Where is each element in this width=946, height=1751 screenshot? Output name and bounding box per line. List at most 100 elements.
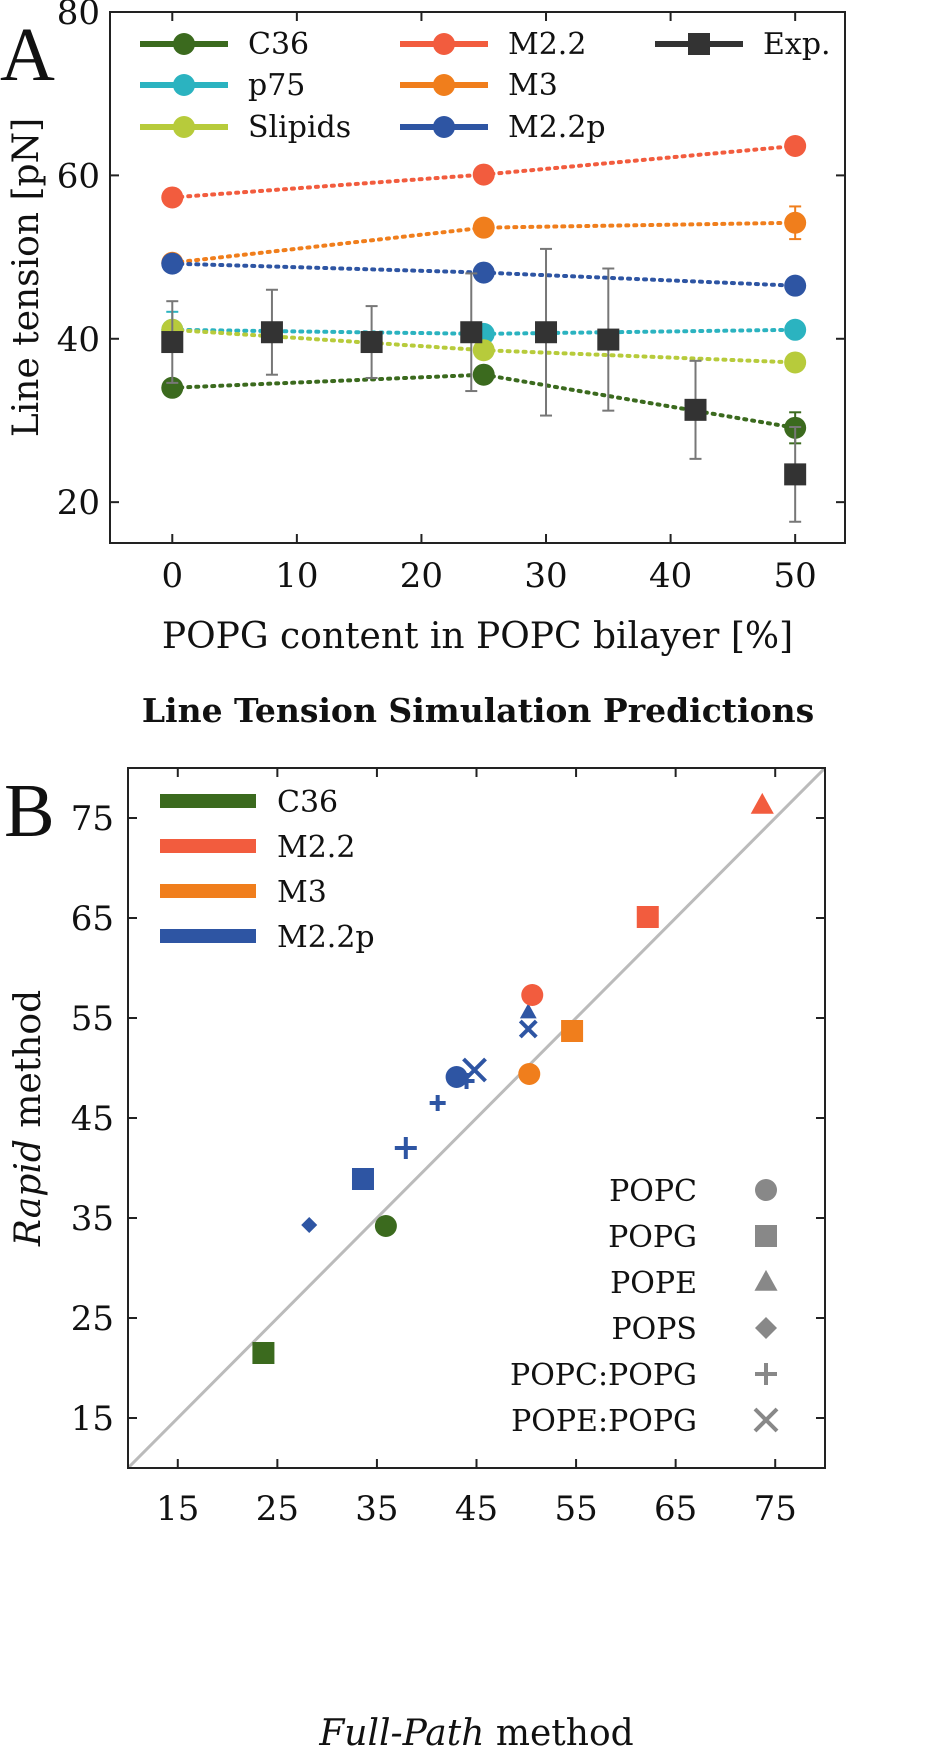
series-m2-2 xyxy=(161,134,807,209)
legend-label: POPC:POPG xyxy=(510,1358,697,1393)
data-point xyxy=(684,398,707,421)
color-legend-entry-m3: M3 xyxy=(160,875,327,910)
data-point-triangle xyxy=(750,792,774,814)
legend-label: POPS xyxy=(611,1312,697,1347)
y-tick-label: 15 xyxy=(71,1399,114,1439)
legend-entry-exp: Exp. xyxy=(655,27,831,62)
legend-swatch xyxy=(160,884,256,898)
legend-label: C36 xyxy=(277,785,338,820)
identity-diagonal xyxy=(128,768,825,1468)
legend-swatch xyxy=(160,839,256,853)
data-point xyxy=(472,363,495,386)
legend-swatch xyxy=(160,794,256,808)
y-axis-label: Line tension [pN] xyxy=(6,118,47,437)
data-point-square xyxy=(636,906,659,928)
x-tick-label: 45 xyxy=(455,1489,498,1529)
data-point xyxy=(260,321,283,344)
x-axis-label: Full-Path method xyxy=(318,1713,633,1751)
marker-legend-entry-popc-popg: POPC:POPG xyxy=(510,1358,777,1393)
x-tick-label: 10 xyxy=(275,556,318,596)
data-point xyxy=(784,274,807,297)
data-point-square xyxy=(561,1020,584,1042)
legend-label: M2.2p xyxy=(508,110,606,145)
chart-title: Line Tension Simulation Predictions xyxy=(142,691,814,730)
panel-a-line-chart: 0 10 20 30 40 50 20 40 60 80 POPG content in POPC … xyxy=(6,0,846,657)
marker-legend-entry-pops: POPS xyxy=(611,1312,777,1347)
y-axis-label-italic: Rapid xyxy=(8,1139,49,1247)
data-point xyxy=(472,163,495,186)
legend-entry-p75: p75 xyxy=(140,68,305,103)
y-tick-label: 75 xyxy=(71,799,114,839)
plot-frame xyxy=(109,11,846,544)
legend-label: M3 xyxy=(277,875,327,910)
data-point-square xyxy=(351,1168,374,1190)
legend-label: POPC xyxy=(609,1174,697,1209)
marker-legend-entry-pope-popg: POPE:POPG xyxy=(511,1404,779,1439)
data-point xyxy=(360,331,383,354)
data-point xyxy=(460,321,483,344)
legend-label: M3 xyxy=(508,68,558,103)
data-point xyxy=(784,134,807,157)
x-tick-label: 40 xyxy=(649,556,692,596)
marker-legend-entry-pope: POPE xyxy=(610,1266,778,1301)
data-point xyxy=(472,216,495,239)
legend-marker-plus xyxy=(755,1363,777,1385)
data-point-circle xyxy=(518,1063,541,1085)
legend-swatch-marker xyxy=(173,116,195,138)
y-tick-label: 35 xyxy=(71,1199,114,1239)
data-point-x xyxy=(518,1019,538,1039)
y-axis-label: Rapid method xyxy=(8,990,49,1247)
legend-marker-x xyxy=(753,1407,779,1433)
legend-label: POPG xyxy=(608,1220,697,1255)
data-point xyxy=(784,351,807,374)
x-tick-label: 30 xyxy=(524,556,567,596)
data-point xyxy=(161,331,184,354)
legend-label: Slipids xyxy=(248,110,351,145)
series-m2-2p xyxy=(161,252,807,297)
data-point-plus xyxy=(429,1095,446,1111)
legend-label: Exp. xyxy=(763,27,831,62)
data-point xyxy=(535,321,558,344)
legend-marker-triangle xyxy=(754,1269,778,1291)
data-point xyxy=(784,211,807,234)
data-point-square xyxy=(252,1342,275,1364)
y-axis-label-rest: method xyxy=(8,990,49,1139)
color-legend-entry-m2-2p: M2.2p xyxy=(160,920,375,955)
legend-label: M2.2p xyxy=(277,920,375,955)
legend-label: POPE:POPG xyxy=(511,1404,697,1439)
data-point-triangle xyxy=(519,1003,537,1019)
legend-swatch-marker xyxy=(688,33,710,55)
data-point-circle xyxy=(445,1066,468,1088)
color-legend-entry-m2-2: M2.2 xyxy=(160,830,355,865)
marker-legend-entry-popc: POPC xyxy=(609,1174,777,1209)
data-point-plus xyxy=(394,1137,417,1159)
legend-entry-m2-2p: M2.2p xyxy=(400,110,606,145)
y-tick-label: 25 xyxy=(71,1299,114,1339)
panel-a-letter: A xyxy=(0,13,55,97)
x-tick-label: 50 xyxy=(774,556,817,596)
y-tick-label: 45 xyxy=(71,1099,114,1139)
data-point xyxy=(161,186,184,209)
x-tick-label: 25 xyxy=(256,1489,299,1529)
y-tick-label: 60 xyxy=(57,156,100,196)
x-axis-label-rest: method xyxy=(484,1713,633,1751)
data-point-diamond xyxy=(301,1217,318,1233)
data-point xyxy=(472,339,495,362)
x-tick-label: 35 xyxy=(355,1489,398,1529)
x-tick-label: 75 xyxy=(754,1489,797,1529)
x-tick-label: 65 xyxy=(654,1489,697,1529)
panel-b-scatter-chart: Line Tension Simulation Predictions 15 25 3… xyxy=(8,691,826,1751)
x-tick-label: 0 xyxy=(161,556,183,596)
legend-swatch-marker xyxy=(433,116,455,138)
legend-entry-m3: M3 xyxy=(400,68,558,103)
legend-swatch xyxy=(160,929,256,943)
series-exp xyxy=(161,247,807,523)
legend-swatch-marker xyxy=(433,74,455,96)
data-point xyxy=(597,328,620,351)
legend-label: p75 xyxy=(248,68,305,103)
legend-marker-square xyxy=(755,1225,777,1247)
data-point-circle xyxy=(374,1215,397,1237)
legend-label: M2.2 xyxy=(277,830,355,865)
panel-b-letter: B xyxy=(4,769,55,853)
y-tick-label: 80 xyxy=(57,0,100,33)
